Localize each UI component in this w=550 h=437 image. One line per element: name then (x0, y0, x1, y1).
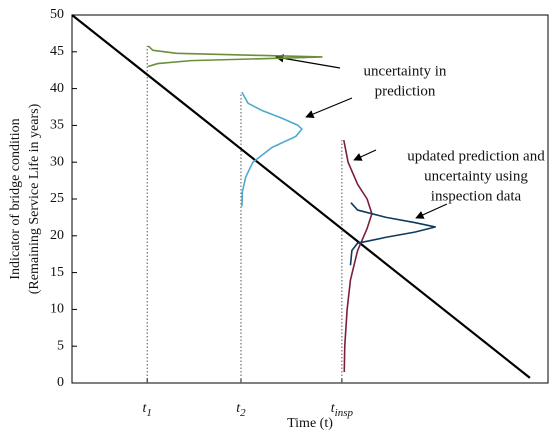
x-tick-label: tinsp (331, 401, 354, 418)
arrow (305, 97, 353, 118)
y-tick-label: 10 (50, 302, 64, 317)
y-tick-label: 30 (50, 154, 64, 169)
annotation: uncertainty using (424, 168, 528, 184)
arrow (275, 54, 341, 69)
line (343, 139, 373, 372)
arrows (275, 54, 448, 219)
arrow (353, 149, 377, 161)
y-axis-label: (Remaining Service Life in years) (27, 103, 42, 294)
x-tick-label: t2 (236, 401, 246, 418)
line (71, 14, 531, 379)
x-tick-label: t1 (143, 401, 152, 418)
annotation: inspection data (431, 188, 522, 204)
y-axis-label: Indicator of bridge condition (8, 118, 23, 279)
annotation: uncertainty in (364, 63, 447, 79)
y-tick-label: 50 (50, 7, 64, 22)
annotation: prediction (375, 83, 436, 99)
y-tick-label: 20 (50, 228, 64, 243)
annotation: updated prediction and (407, 148, 545, 164)
y-tick-label: 25 (50, 191, 64, 206)
y-tick-label: 15 (50, 265, 64, 280)
x-axis-label: Time (t) (287, 416, 333, 431)
y-tick-label: 0 (57, 375, 64, 390)
arrow (415, 203, 448, 219)
y-tick-label: 5 (57, 338, 64, 353)
line (147, 45, 323, 68)
line (349, 202, 436, 266)
line (241, 91, 303, 207)
y-tick-label: 35 (50, 118, 64, 133)
y-tick-label: 40 (50, 81, 64, 96)
y-tick-label: 45 (50, 44, 64, 59)
